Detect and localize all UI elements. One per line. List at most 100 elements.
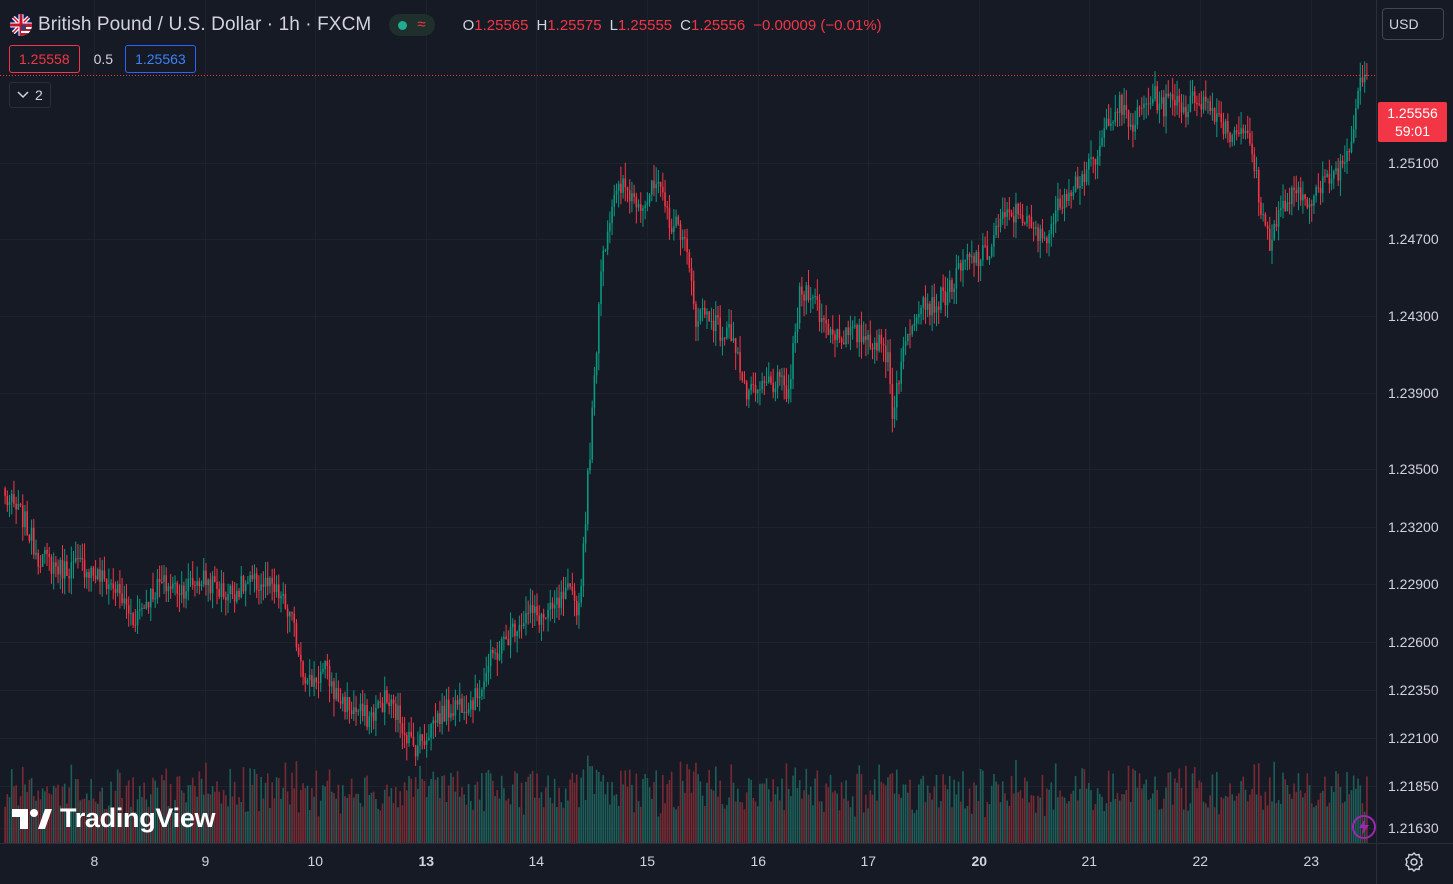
volume-bar: [1293, 783, 1295, 843]
volume-bar: [511, 784, 514, 843]
volume-bar: [578, 807, 580, 843]
buy-button[interactable]: 1.25563: [125, 45, 196, 73]
candle-body: [350, 710, 353, 715]
candle-body: [990, 246, 993, 257]
volume-bar: [648, 787, 651, 843]
candle-body: [1339, 160, 1342, 181]
candle-body: [1114, 111, 1117, 122]
volume-bar: [478, 799, 481, 843]
candle-body: [191, 578, 194, 585]
candle-body: [884, 345, 887, 363]
volume-bar: [465, 804, 468, 843]
candle-body: [589, 459, 591, 471]
candle-body: [942, 287, 944, 292]
volume-bar: [308, 810, 311, 843]
volume-bar: [516, 773, 518, 843]
volume-bar: [584, 799, 587, 843]
candle-body: [867, 334, 869, 340]
volume-bar: [911, 809, 914, 843]
open-value: 1.25565: [474, 16, 529, 34]
volume-bar: [558, 787, 560, 843]
candle-body: [467, 709, 470, 713]
volume-bar: [518, 807, 521, 843]
candle-body: [814, 296, 816, 298]
volume-bar: [798, 780, 801, 843]
volume-bar: [666, 784, 669, 843]
time-axis-label: 10: [307, 853, 324, 869]
candle-body: [1001, 212, 1004, 219]
volume-bar: [1114, 798, 1117, 843]
candle-body: [1189, 96, 1192, 112]
candle-body: [1030, 216, 1033, 228]
volume-bar: [425, 797, 428, 843]
indicators-toggle-button[interactable]: 2: [9, 82, 51, 108]
volume-bar: [1191, 773, 1194, 843]
volume-bar: [141, 797, 143, 843]
volume-bar: [734, 801, 737, 843]
volume-bar: [1308, 785, 1311, 843]
candle-body: [353, 707, 355, 715]
settings-gear-icon[interactable]: [1402, 850, 1426, 874]
candle-body: [44, 549, 46, 555]
volume-bar: [280, 798, 282, 843]
volume-bar: [324, 786, 326, 843]
currency-selector[interactable]: USD: [1382, 8, 1444, 40]
volume-bar: [962, 771, 964, 843]
candle-body: [984, 245, 986, 247]
volume-bar: [884, 785, 887, 843]
candle-body: [225, 597, 227, 601]
candle-body: [1191, 91, 1194, 97]
volume-bar: [613, 795, 616, 843]
volume-bar: [390, 788, 393, 843]
volume-bar: [300, 790, 302, 843]
candle-body: [70, 562, 73, 579]
volume-bar: [754, 801, 757, 843]
volume-bar: [867, 808, 869, 843]
volume-bar: [1306, 773, 1309, 843]
volume-bar: [609, 804, 611, 843]
volume-bar: [1138, 773, 1141, 843]
candle-body: [112, 583, 115, 589]
volume-bar: [871, 794, 874, 843]
volume-bar: [70, 764, 73, 843]
volume-bar: [247, 811, 249, 843]
volume-bar: [657, 816, 660, 843]
candle-body: [714, 315, 717, 332]
volume-bar: [942, 774, 944, 843]
volume-bar: [132, 777, 134, 843]
volume-bar: [112, 810, 115, 843]
candle-body: [940, 287, 942, 310]
volume-bar: [271, 782, 273, 843]
volume-bar: [984, 817, 986, 843]
candle-body: [447, 699, 450, 718]
volume-bar: [335, 798, 337, 843]
volume-bar: [1019, 790, 1022, 843]
lightning-bolt-icon[interactable]: [1351, 814, 1377, 840]
sell-button[interactable]: 1.25558: [9, 45, 80, 73]
volume-bar: [474, 784, 477, 843]
candle-body: [348, 697, 351, 711]
volume-bar: [1001, 781, 1004, 843]
candle-body: [922, 297, 925, 308]
volume-bar: [59, 805, 62, 843]
volume-bar: [805, 768, 808, 843]
volume-bar: [180, 790, 183, 843]
market-status[interactable]: ≈: [389, 14, 435, 36]
candle-body: [1275, 224, 1278, 227]
volume-bar: [862, 812, 865, 843]
candle-body: [743, 380, 746, 382]
price-axis-label: 1.21630: [1388, 819, 1439, 836]
candle-body: [708, 311, 710, 322]
symbol-title[interactable]: British Pound / U.S. Dollar · 1h · FXCM: [38, 14, 372, 35]
volume-bar: [249, 768, 251, 843]
last-price-label: 1.25556 59:01: [1378, 102, 1447, 142]
volume-bar: [714, 766, 717, 843]
tradingview-logo[interactable]: TradingView: [12, 803, 216, 834]
symbol-legend[interactable]: British Pound / U.S. Dollar · 1h · FXCM …: [10, 12, 890, 38]
volume-bar: [710, 789, 713, 843]
candle-body: [19, 504, 22, 506]
volume-bar: [997, 784, 1000, 843]
volume-bar: [161, 774, 163, 843]
